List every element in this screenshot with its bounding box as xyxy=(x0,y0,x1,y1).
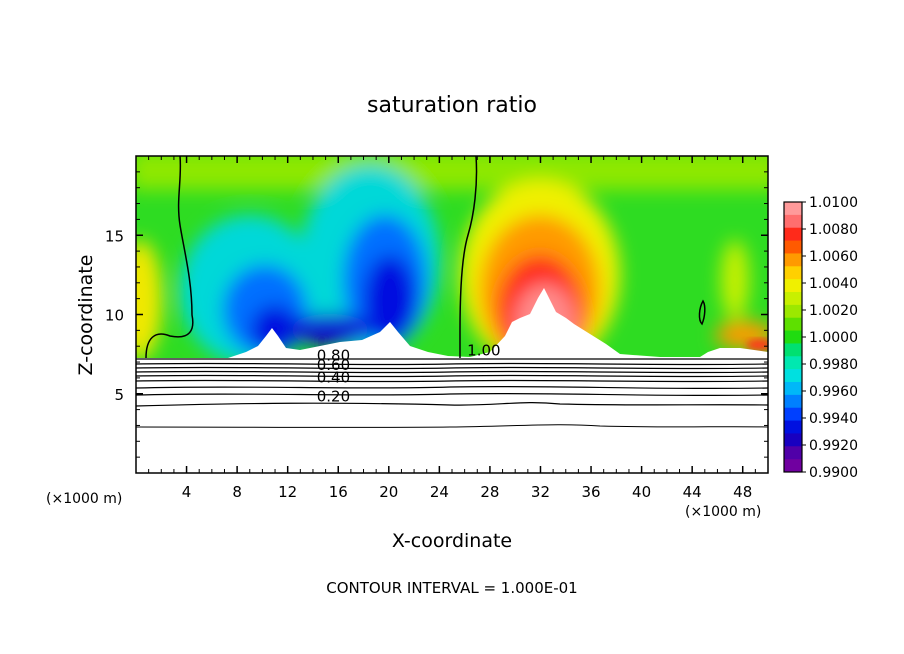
colorbar-swatch xyxy=(784,253,802,267)
y-tick-label: 10 xyxy=(105,307,124,325)
colorbar-swatch xyxy=(784,343,802,357)
colorbar-swatch xyxy=(784,407,802,422)
field-hotspot xyxy=(746,339,768,351)
contour-label: 0.40 xyxy=(317,369,350,387)
x-axis-label: X-coordinate xyxy=(392,530,512,552)
x-tick-label: 16 xyxy=(329,483,348,501)
colorbar-swatch xyxy=(784,433,802,447)
contour-label: 1.00 xyxy=(467,342,500,360)
colorbar-label: 1.0080 xyxy=(809,222,858,238)
y-axis-label: Z-coordinate xyxy=(75,255,97,376)
colorbar-swatch xyxy=(784,317,802,332)
colorbar-label: 1.0000 xyxy=(809,330,858,346)
colorbar-swatch xyxy=(784,356,802,370)
colorbar-swatch xyxy=(784,266,802,280)
colorbar-swatch xyxy=(784,446,802,460)
x-tick-label: 36 xyxy=(581,483,600,501)
chart-title: saturation ratio xyxy=(367,93,537,118)
colorbar-swatch xyxy=(784,369,802,383)
colorbar-swatch xyxy=(784,227,802,242)
x-axis: 4 8 12 16 20 24 28 32 36 40 44 48 xyxy=(148,156,756,501)
x-tick-label: 40 xyxy=(632,483,651,501)
y-tick-label: 5 xyxy=(114,386,124,404)
colorbar-swatch xyxy=(784,394,802,409)
colorbar-label: 1.0040 xyxy=(809,276,858,292)
plot-area: 0.800.600.400.20 1.00 xyxy=(136,156,768,473)
x-tick-label: 20 xyxy=(379,483,398,501)
colorbar-label: 0.9960 xyxy=(809,384,858,400)
colorbar-label: 0.9940 xyxy=(809,411,858,427)
contour-lines xyxy=(136,156,768,428)
colorbar-swatch xyxy=(784,214,802,229)
y-axis: 5 10 15 xyxy=(105,171,768,458)
y-tick-label: 15 xyxy=(105,227,124,245)
contour-label: 0.20 xyxy=(317,388,350,406)
colorbar-label: 0.9980 xyxy=(809,357,858,373)
x-tick-label: 8 xyxy=(232,483,242,501)
colorbar-label: 1.0020 xyxy=(809,303,858,319)
x-tick-label: 4 xyxy=(182,483,192,501)
colorbar-label: 1.0100 xyxy=(809,195,858,211)
colorbar-swatch xyxy=(784,202,802,216)
x-tick-label: 48 xyxy=(733,483,752,501)
x-unit-left: (×1000 m) xyxy=(46,491,122,507)
colorbar-swatch xyxy=(784,279,802,293)
colorbar: 1.0100 1.0080 1.0060 1.0040 1.0020 1.0000 0.99… xyxy=(783,195,858,481)
x-tick-label: 32 xyxy=(531,483,550,501)
x-unit-right: (×1000 m) xyxy=(685,504,761,520)
colorbar-label: 1.0060 xyxy=(809,249,858,265)
colorbar-label: 0.9900 xyxy=(809,465,858,481)
x-tick-label: 12 xyxy=(278,483,297,501)
contour-interval-note: CONTOUR INTERVAL = 1.000E-01 xyxy=(326,579,577,597)
colorbar-swatch xyxy=(784,330,802,344)
colorbar-swatch xyxy=(784,304,802,319)
x-tick-label: 28 xyxy=(480,483,499,501)
colorbar-swatch xyxy=(784,420,802,434)
colorbar-swatch xyxy=(784,292,802,306)
contour-label: 0.60 xyxy=(317,356,350,374)
contour-label: 0.80 xyxy=(317,346,350,364)
colorbar-swatch xyxy=(784,240,802,254)
x-tick-label: 24 xyxy=(430,483,449,501)
colorbar-label: 0.9920 xyxy=(809,438,858,454)
colorbar-swatch xyxy=(784,382,802,396)
colorbar-swatch xyxy=(784,459,802,473)
contour-labels: 0.800.600.400.20 1.00 xyxy=(317,342,501,406)
x-tick-label: 44 xyxy=(683,483,702,501)
